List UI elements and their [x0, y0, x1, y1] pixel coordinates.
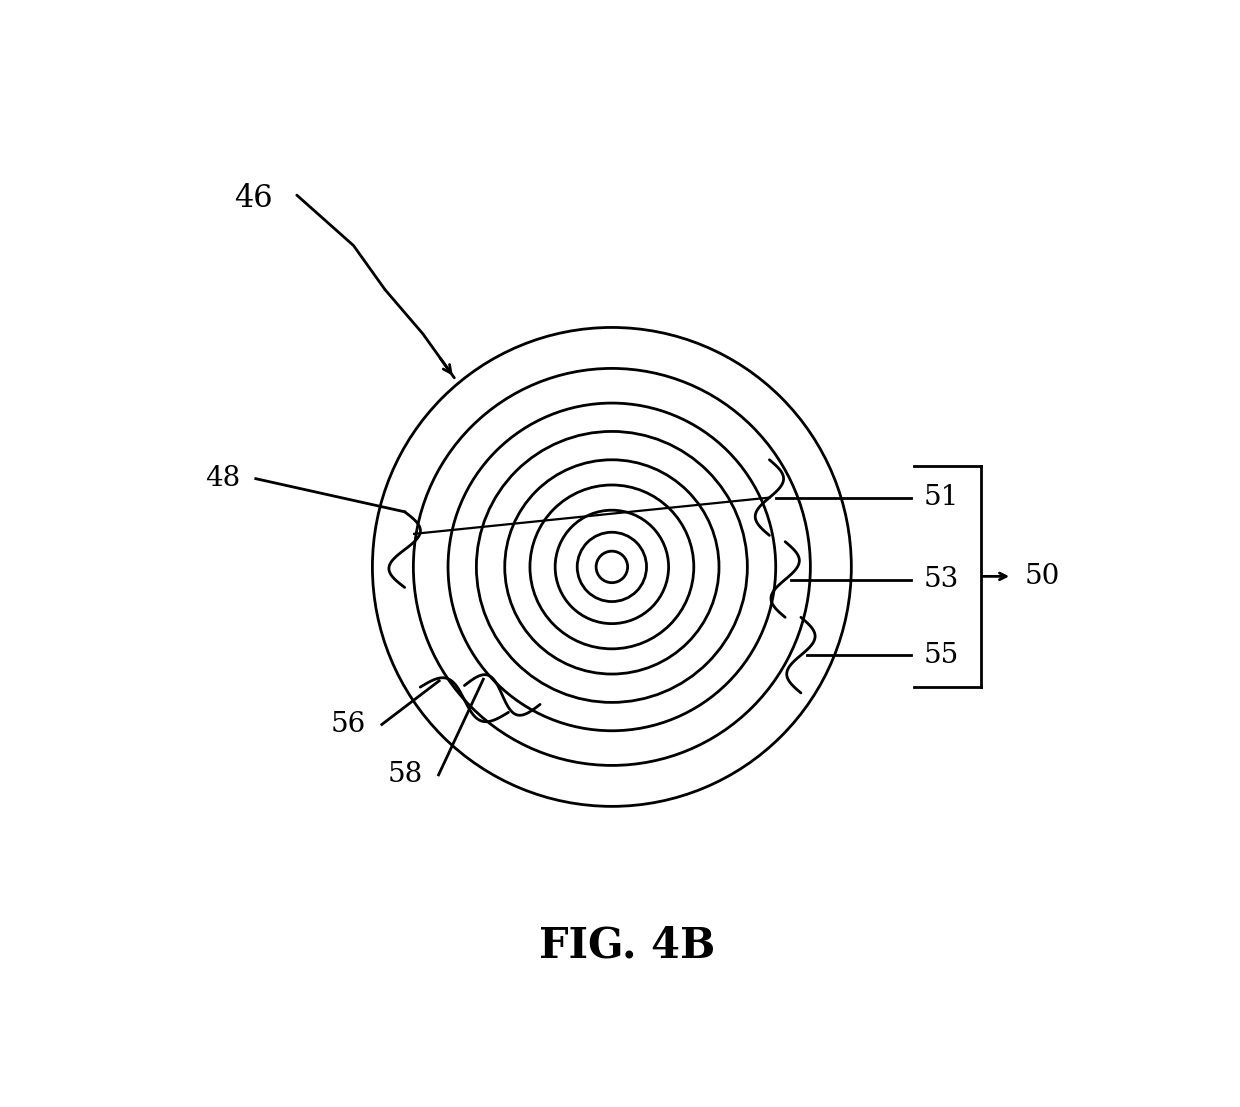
Text: 51: 51	[924, 484, 960, 511]
Text: 50: 50	[1024, 562, 1060, 590]
Text: 58: 58	[388, 762, 423, 788]
Text: 48: 48	[205, 465, 241, 493]
Text: FIG. 4B: FIG. 4B	[539, 924, 715, 966]
Text: 53: 53	[924, 566, 959, 593]
Text: 56: 56	[331, 711, 366, 738]
Text: 46: 46	[234, 183, 273, 214]
Text: 55: 55	[924, 642, 959, 669]
